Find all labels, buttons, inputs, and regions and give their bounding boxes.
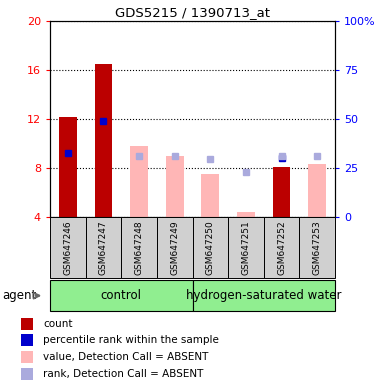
Bar [166,156,184,217]
Bar [21,351,33,363]
Bar [21,318,33,329]
Text: GSM647251: GSM647251 [241,220,250,275]
Bar [157,217,192,278]
Bar [85,217,121,278]
Text: GSM647247: GSM647247 [99,220,108,275]
Text: count: count [43,319,73,329]
Bar [201,174,219,217]
Text: GSM647253: GSM647253 [313,220,321,275]
Bar [59,117,77,217]
Text: GSM647252: GSM647252 [277,220,286,275]
Text: value, Detection Call = ABSENT: value, Detection Call = ABSENT [43,352,209,362]
Bar [228,217,264,278]
Bar [50,280,192,311]
Text: percentile rank within the sample: percentile rank within the sample [43,335,219,345]
Title: GDS5215 / 1390713_at: GDS5215 / 1390713_at [115,5,270,18]
Bar [300,217,335,278]
Bar [21,334,33,346]
Bar [273,167,290,217]
Bar [50,217,85,278]
Text: GSM647250: GSM647250 [206,220,215,275]
Bar [264,217,300,278]
Text: agent: agent [2,289,36,302]
Bar [130,146,148,217]
Bar [21,368,33,380]
Text: GSM647249: GSM647249 [170,220,179,275]
Text: control: control [101,289,142,302]
Text: GSM647248: GSM647248 [135,220,144,275]
Text: GSM647246: GSM647246 [64,220,72,275]
Bar [192,280,335,311]
Bar [237,212,255,217]
Bar [192,217,228,278]
Text: hydrogen-saturated water: hydrogen-saturated water [186,289,341,302]
Text: rank, Detection Call = ABSENT: rank, Detection Call = ABSENT [43,369,204,379]
Bar [95,64,112,217]
Bar [308,164,326,217]
Bar [121,217,157,278]
